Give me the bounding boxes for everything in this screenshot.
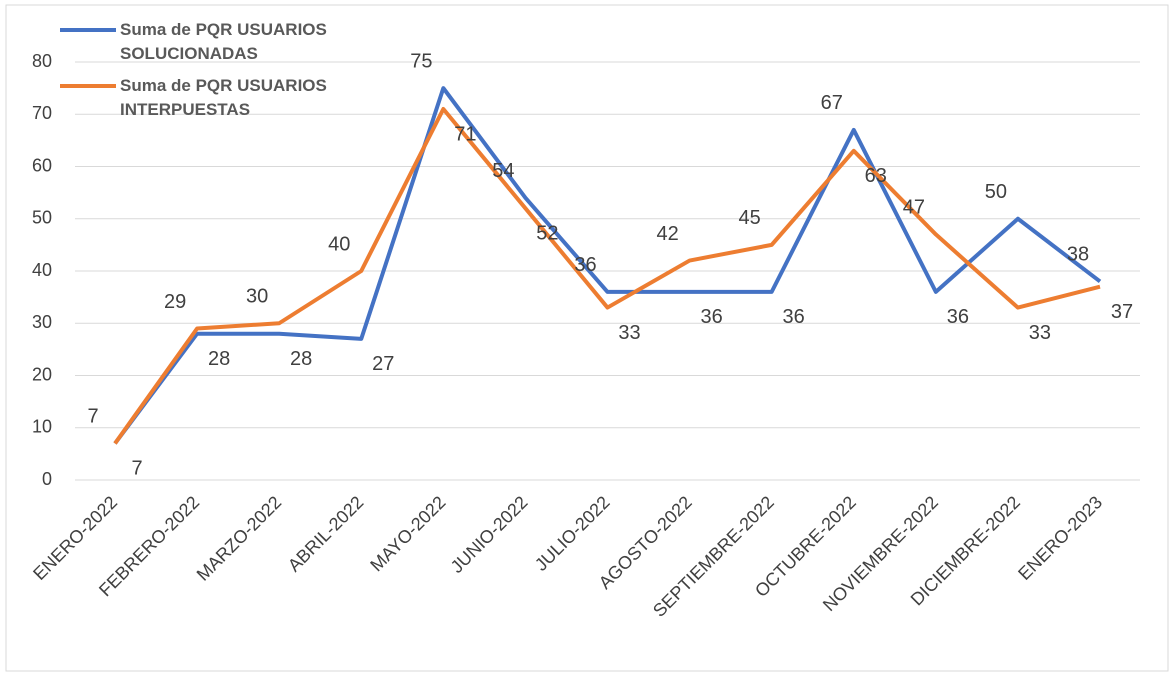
data-label: 40 [328, 233, 350, 255]
data-label: 67 [821, 92, 843, 114]
data-label: 29 [164, 291, 186, 313]
legend-swatch [60, 28, 116, 32]
legend-label: Suma de PQR USUARIOS SOLUCIONADAS [120, 20, 327, 63]
data-label: 28 [208, 348, 230, 370]
data-label: 52 [536, 223, 558, 245]
data-label: 47 [903, 197, 925, 219]
data-label: 37 [1111, 301, 1133, 323]
data-label: 36 [700, 306, 722, 328]
legend-item: Suma de PQR USUARIOS SOLUCIONADAS [60, 18, 390, 66]
series-line [113, 107, 1101, 445]
data-label: 7 [87, 406, 98, 428]
y-tick-label: 30 [32, 312, 52, 332]
data-label: 42 [656, 223, 678, 245]
data-label: 71 [454, 123, 476, 145]
data-label: 50 [985, 181, 1007, 203]
data-label: 38 [1067, 244, 1089, 266]
legend-swatch [60, 84, 116, 88]
legend-item: Suma de PQR USUARIOS INTERPUESTAS [60, 74, 390, 122]
data-label: 28 [290, 348, 312, 370]
y-tick-label: 20 [32, 364, 52, 384]
data-label: 54 [492, 160, 514, 182]
data-label: 7 [131, 458, 142, 480]
y-tick-label: 80 [32, 51, 52, 71]
data-label: 75 [410, 50, 432, 72]
chart-border [5, 4, 1169, 672]
data-label: 27 [372, 353, 394, 375]
y-tick-label: 50 [32, 208, 52, 228]
data-label: 33 [1029, 322, 1051, 344]
y-tick-label: 0 [42, 469, 52, 489]
data-label: 33 [618, 322, 640, 344]
data-label: 63 [865, 165, 887, 187]
y-tick-label: 40 [32, 260, 52, 280]
legend: Suma de PQR USUARIOS SOLUCIONADAS Suma de… [60, 18, 390, 130]
y-tick-label: 70 [32, 103, 52, 123]
data-label: 36 [574, 254, 596, 276]
y-tick-label: 10 [32, 417, 52, 437]
data-label: 36 [783, 306, 805, 328]
data-label: 45 [739, 207, 761, 229]
data-label: 30 [246, 286, 268, 308]
series-line [113, 86, 1102, 445]
y-tick-label: 60 [32, 155, 52, 175]
legend-label: Suma de PQR USUARIOS INTERPUESTAS [120, 76, 327, 119]
data-label: 36 [947, 306, 969, 328]
